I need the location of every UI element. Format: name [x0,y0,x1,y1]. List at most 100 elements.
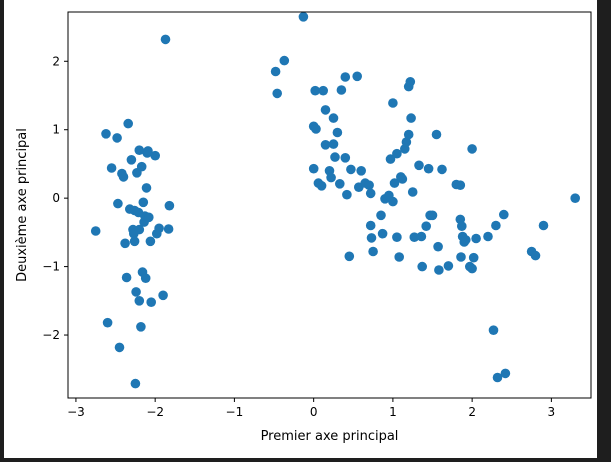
x-tick-label: −2 [146,405,164,419]
data-point-44 [129,205,140,216]
data-point-45 [270,66,281,77]
data-point-54 [316,181,327,191]
data-point-97 [405,77,416,87]
data-point-110 [434,265,444,275]
x-tick-label: −3 [67,405,85,419]
x-tick-label: −1 [226,405,244,419]
data-point-81 [377,228,388,239]
data-point-114 [455,180,466,190]
data-point-69 [344,251,355,262]
data-point-71 [352,71,363,82]
data-point-47 [279,55,290,66]
data-points [90,11,580,389]
data-point-60 [328,139,339,149]
data-point-135 [570,193,580,203]
data-point-13 [126,155,137,165]
data-point-2 [102,317,113,328]
data-point-77 [365,220,376,231]
data-point-66 [340,72,351,82]
axis-ticks: −3 −2 −1 0 1 2 3 −2 −1 0 1 2 [42,54,555,419]
data-point-75 [364,180,374,190]
data-point-56 [320,105,331,115]
data-point-98 [406,113,416,123]
data-point-33 [145,236,156,247]
data-point-39 [160,34,171,45]
data-point-52 [311,124,321,134]
data-point-130 [499,209,509,220]
data-point-34 [146,297,156,308]
data-point-48 [298,11,309,22]
data-point-108 [431,129,442,140]
data-point-8 [118,172,129,182]
data-point-133 [530,250,541,261]
data-point-4 [112,133,122,143]
data-point-51 [310,85,321,96]
data-point-127 [488,325,499,336]
data-point-84 [385,154,396,164]
data-point-105 [423,163,434,174]
data-point-101 [414,160,424,171]
data-point-21 [134,145,145,155]
data-point-103 [417,261,428,272]
data-point-61 [328,113,339,123]
data-point-125 [471,233,481,244]
data-point-116 [456,252,466,262]
data-point-42 [134,224,145,235]
data-point-57 [320,140,331,150]
data-point-99 [407,187,418,197]
data-point-122 [467,263,477,274]
data-point-11 [123,118,133,129]
x-tick-label: 3 [548,405,556,419]
data-point-29 [141,183,152,193]
data-point-92 [397,174,408,184]
data-point-78 [366,233,377,243]
data-point-59 [326,172,336,183]
x-tick-label: 2 [468,405,476,419]
data-point-95 [403,129,414,140]
data-point-18 [131,287,141,297]
data-point-70 [346,164,356,175]
data-point-50 [308,163,319,174]
data-point-9 [120,238,130,249]
data-point-102 [416,231,427,242]
data-point-1 [101,129,111,139]
data-point-64 [335,179,345,189]
data-point-107 [427,210,438,221]
y-tick-label: 1 [52,123,60,137]
data-point-55 [318,85,329,96]
data-point-23 [136,322,146,332]
data-point-109 [433,241,443,252]
data-point-3 [106,163,117,173]
data-point-131 [500,368,511,379]
data-point-128 [491,220,501,231]
data-point-31 [143,146,153,156]
data-point-10 [121,272,132,283]
data-point-134 [538,220,549,231]
data-point-126 [483,231,493,242]
data-point-46 [272,88,283,99]
y-tick-label: 2 [52,54,60,68]
y-tick-label: 0 [52,191,60,205]
data-point-94 [401,137,412,147]
data-point-16 [129,236,140,247]
data-point-87 [389,178,400,188]
data-point-38 [158,290,168,301]
data-point-62 [330,152,340,162]
data-point-104 [421,221,432,231]
data-point-112 [443,261,454,271]
data-point-0 [90,226,101,236]
data-point-124 [468,252,479,263]
data-point-67 [340,153,351,163]
y-tick-label: −2 [42,328,60,342]
data-point-32 [144,212,154,223]
data-point-35 [150,150,160,161]
data-point-88 [392,148,402,159]
y-tick-label: −1 [42,260,60,274]
data-point-24 [136,161,147,172]
data-point-76 [365,188,376,199]
data-point-85 [388,196,398,207]
data-point-117 [457,221,467,231]
y-axis-label: Deuxième axe principal [15,128,30,282]
data-point-5 [114,342,125,353]
